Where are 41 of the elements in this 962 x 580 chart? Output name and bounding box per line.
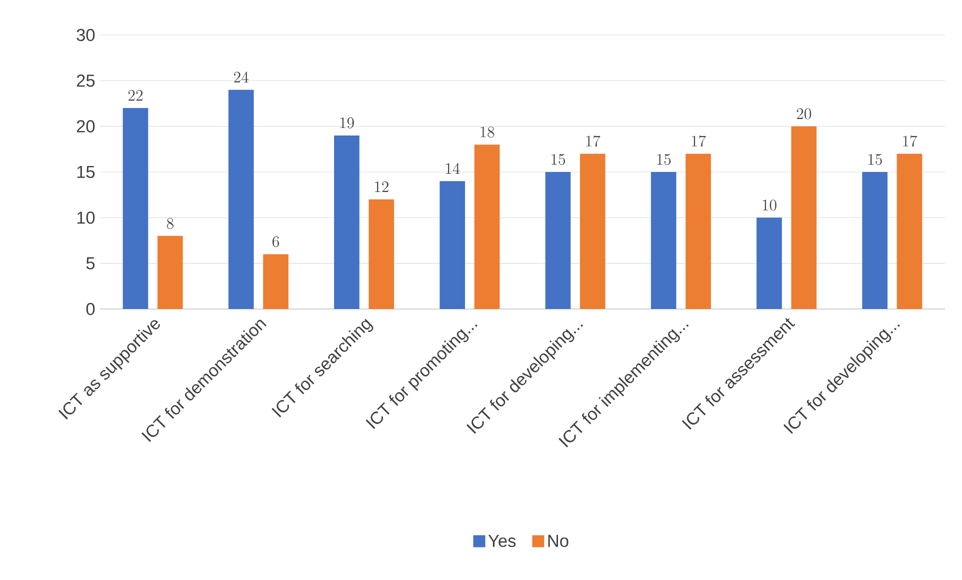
- bar: [440, 181, 466, 309]
- bar: [157, 236, 183, 309]
- data-label: 17: [903, 136, 918, 147]
- bar: [263, 254, 288, 309]
- data-label: 15: [552, 154, 566, 165]
- data-label: 20: [796, 108, 812, 120]
- bar: [474, 144, 500, 309]
- bar: [756, 218, 782, 309]
- legend-label: No: [548, 534, 568, 548]
- y-tick-label: 0: [86, 302, 95, 316]
- data-label: 6: [272, 236, 280, 248]
- data-label: 17: [692, 136, 706, 147]
- data-label: 14: [446, 162, 460, 174]
- data-label: 24: [234, 72, 248, 82]
- bar: [368, 199, 394, 309]
- y-tick-label: 15: [77, 166, 95, 178]
- bar: [896, 154, 922, 309]
- bar: [686, 154, 711, 309]
- bar: [791, 126, 817, 309]
- y-tick-label: 5: [86, 257, 95, 270]
- bar: [862, 172, 888, 309]
- y-tick-label: 20: [76, 120, 95, 132]
- data-label: 19: [340, 117, 354, 128]
- data-label: 18: [480, 126, 494, 138]
- bar: [122, 108, 148, 309]
- data-label: 10: [762, 200, 776, 211]
- data-label: 22: [128, 90, 143, 101]
- legend-label: Yes: [488, 534, 516, 548]
- y-tick-label: 25: [76, 74, 95, 87]
- bar: [334, 135, 360, 309]
- bar: [580, 154, 606, 309]
- y-tick-label: 10: [77, 212, 95, 224]
- data-label: 12: [375, 181, 388, 192]
- bar: [228, 90, 254, 309]
- data-label: 15: [657, 154, 671, 165]
- bar: [650, 172, 676, 309]
- bar: [545, 172, 571, 309]
- data-label: 8: [166, 218, 174, 229]
- data-label: 15: [868, 154, 882, 165]
- y-tick-label: 30: [76, 28, 95, 42]
- data-label: 17: [586, 136, 600, 147]
